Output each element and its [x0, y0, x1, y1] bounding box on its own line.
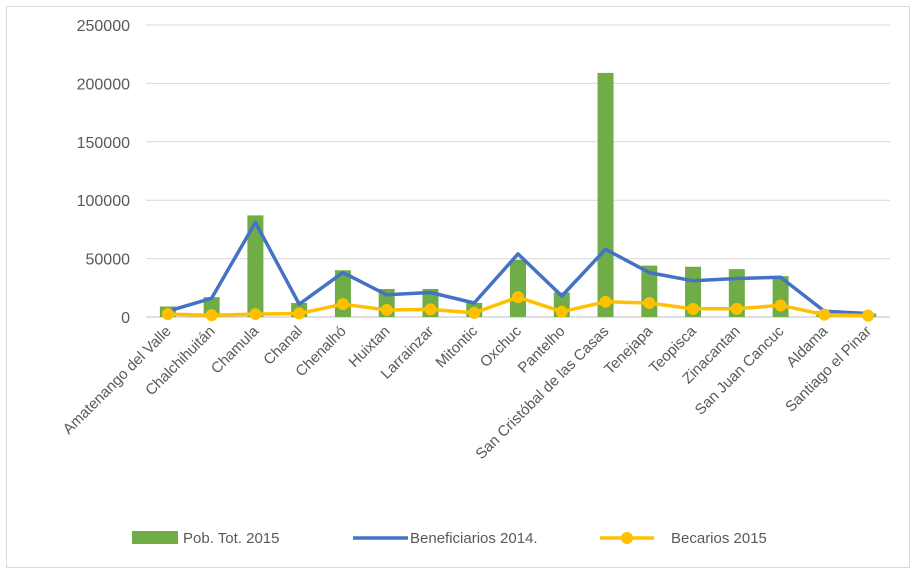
legend-label-beneficiarios: Beneficiarios 2014. — [410, 530, 538, 547]
becarios-point — [249, 308, 262, 321]
becarios-point — [293, 307, 306, 320]
becarios-point — [161, 308, 174, 321]
legend-swatch-becarios-marker — [621, 532, 633, 544]
y-tick-label: 50000 — [86, 252, 131, 269]
y-tick-label: 250000 — [77, 18, 130, 35]
becarios-point — [512, 291, 524, 304]
line-beneficiarios — [167, 220, 869, 316]
x-tick-label: Tenejapa — [601, 322, 657, 378]
x-tick-label: Chamula — [208, 322, 263, 377]
y-axis-ticks: 0 50000 100000 150000 200000 250000 — [77, 18, 130, 327]
becarios-point — [380, 303, 393, 316]
y-tick-label: 0 — [121, 310, 130, 327]
becarios-point — [468, 306, 481, 319]
y-tick-label: 150000 — [77, 135, 130, 152]
becarios-point — [599, 295, 612, 308]
bar — [597, 72, 614, 317]
legend: Pob. Tot. 2015 Beneficiarios 2014. Becar… — [132, 530, 767, 547]
becarios-point — [730, 302, 743, 315]
gridlines — [146, 24, 890, 318]
bar-series — [159, 72, 877, 317]
line-series — [161, 220, 875, 322]
chart-frame — [6, 6, 910, 568]
becarios-point — [774, 299, 787, 312]
becarios-point — [555, 305, 568, 318]
legend-label-becarios: Becarios 2015 — [671, 530, 767, 547]
bar — [247, 215, 264, 317]
y-tick-label: 200000 — [77, 76, 130, 93]
x-tick-label: Mitontic — [432, 322, 481, 371]
becarios-point — [862, 309, 875, 322]
bar — [510, 259, 526, 317]
becarios-point — [336, 298, 349, 311]
legend-swatch-pob — [132, 531, 178, 544]
x-axis-labels: Amatenango del ValleChalchihuitánChamula… — [60, 322, 875, 462]
becarios-point — [818, 308, 831, 321]
legend-label-pob: Pob. Tot. 2015 — [183, 530, 279, 547]
becarios-point — [643, 296, 656, 309]
becarios-point — [205, 309, 218, 322]
y-tick-label: 100000 — [77, 193, 130, 210]
becarios-point — [424, 303, 437, 316]
becarios-point — [687, 302, 700, 315]
